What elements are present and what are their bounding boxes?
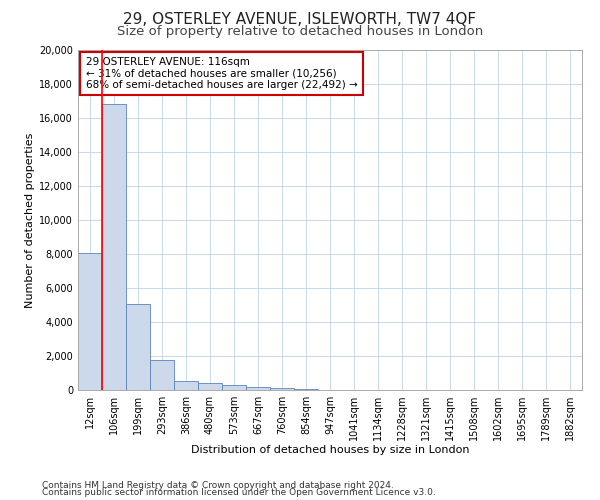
Bar: [102, 104, 126, 390]
Bar: [270, 388, 294, 390]
Bar: [294, 389, 318, 390]
Bar: [222, 386, 246, 390]
Bar: [150, 360, 174, 390]
Text: Size of property relative to detached houses in London: Size of property relative to detached ho…: [117, 25, 483, 38]
Text: 29, OSTERLEY AVENUE, ISLEWORTH, TW7 4QF: 29, OSTERLEY AVENUE, ISLEWORTH, TW7 4QF: [124, 12, 476, 28]
Text: 29 OSTERLEY AVENUE: 116sqm
← 31% of detached houses are smaller (10,256)
68% of : 29 OSTERLEY AVENUE: 116sqm ← 31% of deta…: [86, 57, 358, 90]
Y-axis label: Number of detached properties: Number of detached properties: [25, 132, 35, 308]
Bar: [246, 387, 270, 390]
Bar: [174, 380, 198, 390]
X-axis label: Distribution of detached houses by size in London: Distribution of detached houses by size …: [191, 444, 469, 454]
Bar: [126, 304, 150, 390]
Text: Contains HM Land Registry data © Crown copyright and database right 2024.: Contains HM Land Registry data © Crown c…: [42, 480, 394, 490]
Bar: [78, 253, 102, 390]
Bar: [198, 384, 222, 390]
Text: Contains public sector information licensed under the Open Government Licence v3: Contains public sector information licen…: [42, 488, 436, 497]
